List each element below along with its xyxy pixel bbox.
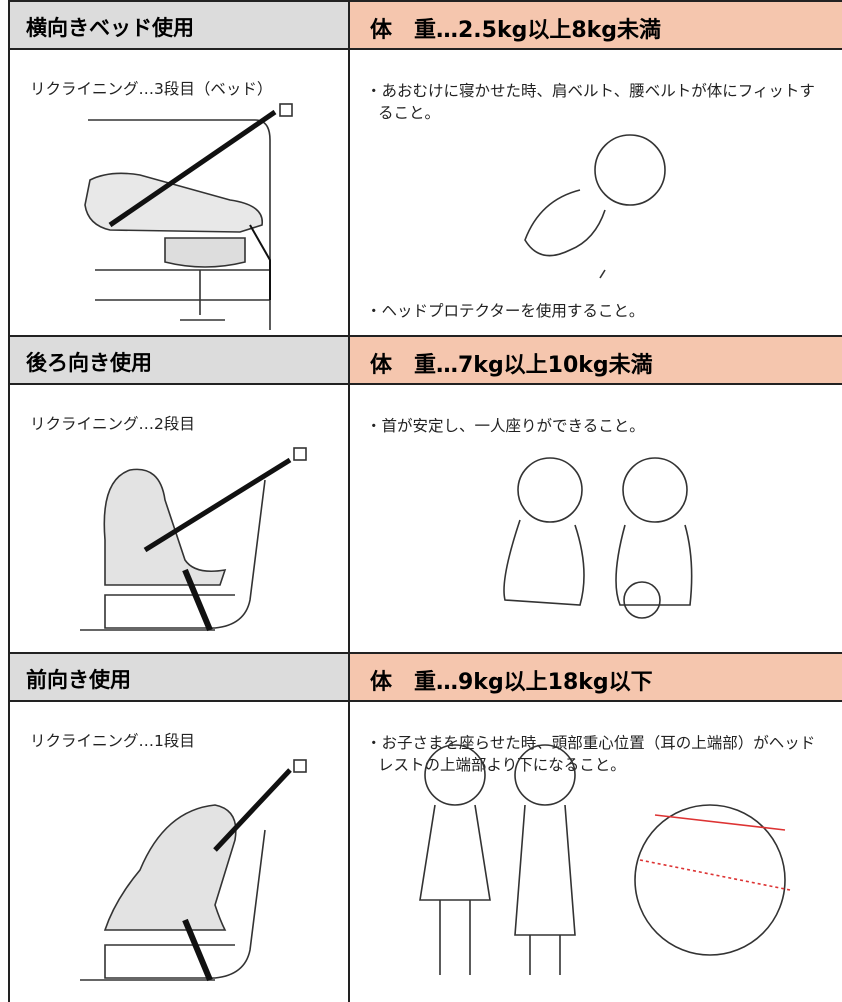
condition-text: ・ヘッドプロテクターを使用すること。 <box>366 302 645 320</box>
right-body <box>348 48 842 335</box>
weight-header: 体 重…2.5kg以上8kg未満 <box>348 0 842 48</box>
right-body <box>348 700 842 1002</box>
mode-header: 横向きベッド使用 <box>8 0 348 48</box>
mode-header: 前向き使用 <box>8 652 348 700</box>
recline-text: リクライニング…3段目（ベッド） <box>30 80 273 98</box>
left-body <box>8 48 348 335</box>
condition-text: ・あおむけに寝かせた時、肩ベルト、腰ベルトが体にフィットすること。 <box>366 82 815 123</box>
condition-text: ・お子さまを座らせた時、頭部重心位置（耳の上端部）がヘッドレストの上端部より下に… <box>366 734 816 775</box>
recline-text: リクライニング…1段目 <box>30 732 195 750</box>
condition-text: ・首が安定し、一人座りができること。 <box>366 417 645 435</box>
mode-header: 後ろ向き使用 <box>8 335 348 383</box>
right-body <box>348 383 842 652</box>
left-body <box>8 700 348 1002</box>
recline-text: リクライニング…2段目 <box>30 415 195 433</box>
weight-header: 体 重…9kg以上18kg以下 <box>348 652 842 700</box>
weight-header: 体 重…7kg以上10kg未満 <box>348 335 842 383</box>
left-body <box>8 383 348 652</box>
